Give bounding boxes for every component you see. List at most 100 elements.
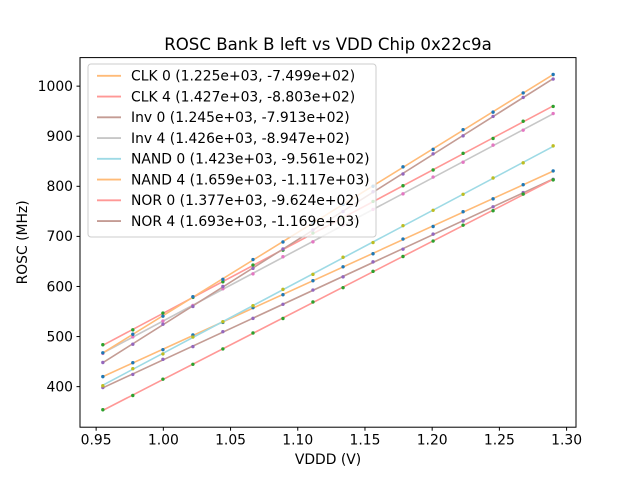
- data-point: [251, 303, 255, 308]
- data-point: [521, 95, 525, 100]
- data-point: [431, 208, 435, 213]
- legend-item: Inv 0 (1.245e+03, -7.913e+02): [97, 110, 350, 126]
- data-point: [311, 279, 315, 283]
- data-point: [221, 320, 225, 324]
- data-point: [461, 219, 465, 223]
- data-point: [431, 224, 435, 229]
- legend-item-label: CLK 4 (1.427e+03, -8.803e+02): [131, 89, 355, 105]
- data-point: [191, 304, 195, 309]
- y-tick-label: 400: [46, 379, 73, 395]
- data-point: [161, 352, 165, 356]
- data-point: [131, 372, 135, 377]
- data-point: [281, 302, 285, 306]
- data-point: [491, 208, 495, 213]
- y-tick-label: 1000: [38, 79, 73, 95]
- data-point: [551, 144, 555, 148]
- data-point: [371, 269, 375, 274]
- data-point: [551, 178, 555, 182]
- data-point: [161, 319, 165, 323]
- plot-border: [79, 57, 577, 428]
- fit-line: [102, 170, 554, 378]
- data-point: [101, 408, 105, 412]
- data-point: [431, 147, 435, 152]
- data-point: [311, 300, 315, 304]
- data-point: [191, 344, 195, 349]
- x-tick-label: 1.05: [215, 433, 246, 449]
- data-point: [251, 257, 255, 262]
- legend-box: [87, 63, 377, 238]
- data-point: [491, 143, 495, 147]
- data-point: [491, 197, 495, 201]
- data-point: [401, 172, 405, 176]
- data-point: [371, 240, 375, 245]
- legend-item-label: NAND 0 (1.423e+03, -9.561e+02): [131, 152, 370, 168]
- data-point: [491, 114, 495, 119]
- axes-frame: [79, 57, 577, 428]
- data-point: [191, 295, 195, 299]
- data-point: [161, 347, 165, 352]
- legend-item: CLK 4 (1.427e+03, -8.803e+02): [97, 89, 355, 105]
- data-point: [161, 357, 165, 362]
- data-point: [221, 277, 225, 282]
- data-point: [131, 360, 135, 365]
- data-point: [341, 285, 345, 290]
- data-point: [161, 314, 165, 318]
- data-point: [491, 110, 495, 114]
- data-point: [281, 316, 285, 321]
- data-point: [311, 240, 315, 244]
- data-point: [131, 328, 135, 332]
- data-point: [401, 223, 405, 228]
- data-point: [161, 322, 165, 326]
- data-point: [461, 160, 465, 164]
- legend-item-label: NOR 0 (1.377e+03, -9.624e+02): [131, 193, 360, 209]
- y-tick-label: 500: [46, 329, 73, 345]
- data-point: [191, 362, 195, 366]
- data-point: [521, 161, 525, 165]
- x-axis-label: VDDD (V): [295, 452, 361, 468]
- x-tick-label: 1.10: [282, 433, 313, 449]
- chart-title: ROSC Bank B left vs VDD Chip 0x22c9a: [164, 35, 492, 54]
- y-tick-label: 600: [46, 279, 73, 295]
- data-point: [251, 331, 255, 335]
- legend-item-label: CLK 0 (1.225e+03, -7.499e+02): [131, 69, 355, 85]
- legend-item: NAND 4 (1.659e+03, -1.117e+03): [97, 172, 370, 188]
- data-point: [491, 205, 495, 209]
- data-point: [521, 91, 525, 95]
- legend: CLK 0 (1.225e+03, -7.499e+02) CLK 4 (1.42…: [87, 63, 377, 238]
- legend-item: Inv 4 (1.426e+03, -8.947e+02): [97, 131, 350, 147]
- data-point: [131, 332, 135, 336]
- x-axis: 0.95 1.00 1.05 1.10 1.15 1.20 1.25 1.30: [81, 427, 582, 449]
- data-point: [551, 104, 555, 109]
- data-point: [281, 287, 285, 292]
- data-point: [461, 210, 465, 214]
- data-point: [341, 255, 345, 259]
- data-point: [221, 347, 225, 351]
- x-tick-label: 1.15: [349, 433, 380, 449]
- data-point: [251, 266, 255, 271]
- data-point: [221, 280, 225, 284]
- fit-line: [102, 178, 554, 412]
- y-tick-label: 800: [46, 179, 73, 195]
- legend-item: NOR 0 (1.377e+03, -9.624e+02): [97, 193, 360, 209]
- data-point: [101, 384, 105, 388]
- data-point: [221, 329, 225, 334]
- x-tick-label: 1.20: [417, 433, 448, 449]
- data-point: [251, 263, 255, 267]
- data-point: [131, 335, 135, 339]
- data-point: [281, 240, 285, 244]
- y-tick-label: 700: [46, 229, 73, 245]
- data-point: [101, 374, 105, 379]
- data-point: [161, 311, 165, 315]
- data-point: [551, 77, 555, 81]
- data-point: [371, 260, 375, 264]
- data-point: [401, 254, 405, 259]
- fit-line: [102, 145, 554, 386]
- data-point: [521, 128, 525, 132]
- data-point: [101, 351, 105, 355]
- data-point: [401, 165, 405, 169]
- x-tick-label: 1.30: [551, 433, 582, 449]
- data-point: [131, 367, 135, 371]
- data-point: [521, 183, 525, 187]
